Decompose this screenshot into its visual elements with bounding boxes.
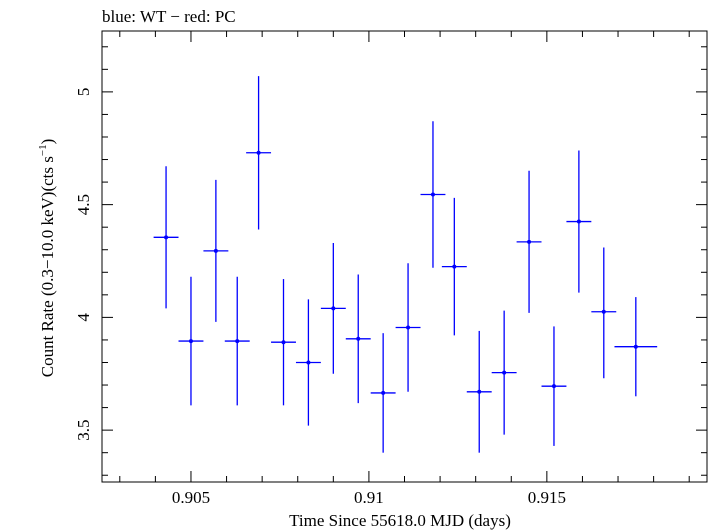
data-point	[541, 326, 567, 446]
data-marker	[235, 339, 240, 344]
x-axis-ticks: 0.905 0.91 0.915	[119, 31, 690, 507]
data-marker	[281, 340, 286, 345]
data-point	[320, 242, 346, 374]
y-axis-label-close: )	[38, 139, 57, 145]
data-point	[295, 299, 321, 426]
data-marker	[406, 325, 411, 330]
y-axis-label: Count Rate (0.3−10.0 keV)(cts s−1)	[37, 139, 57, 378]
data-marker	[306, 360, 311, 365]
x-tick-label: 0.915	[528, 488, 566, 507]
data-marker	[502, 370, 507, 375]
data-point	[591, 247, 617, 379]
data-marker	[213, 248, 218, 253]
data-marker	[477, 389, 482, 394]
data-point	[395, 263, 421, 392]
data-points	[153, 76, 658, 453]
data-marker	[381, 390, 386, 395]
data-point	[441, 197, 467, 336]
data-point	[203, 179, 229, 322]
data-marker	[164, 235, 169, 240]
data-marker	[452, 264, 457, 269]
chart-title: blue: WT − red: PC	[102, 7, 236, 26]
x-tick-label: 0.905	[172, 488, 210, 507]
data-point	[246, 76, 272, 230]
data-marker	[356, 336, 361, 341]
data-marker	[331, 306, 336, 311]
data-marker	[188, 339, 193, 344]
data-point	[153, 166, 179, 309]
plot-frame	[101, 30, 708, 483]
data-marker	[551, 384, 556, 389]
data-point	[178, 276, 204, 406]
y-tick-label: 4.5	[74, 194, 93, 215]
data-point	[566, 150, 592, 293]
data-marker	[576, 219, 581, 224]
data-point	[370, 333, 396, 453]
data-point	[271, 279, 296, 406]
x-axis-label: Time Since 55618.0 MJD (days)	[289, 511, 511, 530]
x-tick-label: 0.91	[354, 488, 384, 507]
data-marker	[256, 150, 261, 155]
y-axis-ticks: 3.5 4 4.5 5	[74, 46, 707, 476]
data-marker	[601, 309, 606, 314]
y-tick-label: 4	[74, 313, 93, 322]
data-point	[491, 310, 517, 435]
data-point	[466, 330, 492, 453]
y-tick-label: 3.5	[74, 420, 93, 441]
data-point	[614, 297, 658, 397]
y-axis-label-superscript: −1	[37, 144, 49, 156]
data-point	[420, 121, 446, 268]
data-marker	[633, 344, 638, 349]
data-point	[516, 170, 542, 313]
data-point	[345, 274, 371, 404]
data-marker	[527, 239, 532, 244]
y-tick-label: 5	[74, 88, 93, 97]
y-axis-label-main: Count Rate (0.3−10.0 keV)(cts s	[38, 156, 57, 377]
data-marker	[430, 192, 435, 197]
data-point	[224, 276, 250, 406]
